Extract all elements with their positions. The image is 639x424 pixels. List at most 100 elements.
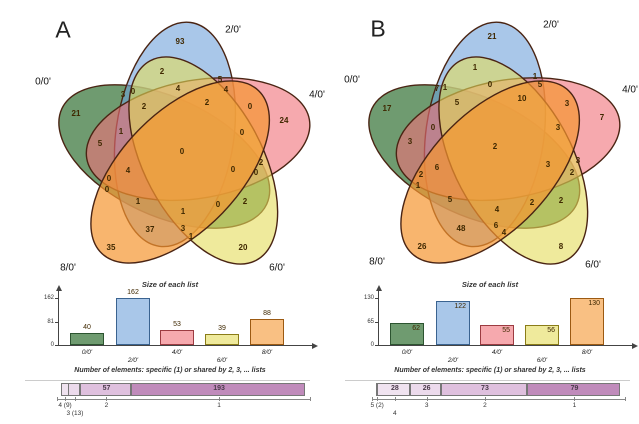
y-axis-tick — [55, 298, 58, 299]
venn-region-count: 2 — [418, 170, 424, 179]
x-axis-arrow — [312, 342, 318, 349]
bar-value-label: 122 — [454, 302, 466, 310]
y-axis-tick-label: 0 — [370, 342, 374, 348]
venn-set-label: 6/0' — [269, 262, 285, 274]
panel-letter: A — [55, 16, 71, 43]
size-chart: Size of each list 0 65 130 62 0/0' 122 2/0' 55 4/… — [340, 278, 639, 378]
venn-region-count: 1 — [118, 127, 124, 136]
venn-region-count: 0 — [430, 123, 436, 132]
venn-region-count: 1 — [188, 232, 194, 241]
x-tick-label: 2/0' — [127, 356, 139, 364]
venn-set-label: 0/0' — [344, 74, 360, 86]
overlap-segment-value: 73 — [481, 385, 489, 392]
venn-region-count: 0 — [253, 168, 259, 177]
venn-region-count: 6 — [493, 221, 499, 230]
overlap-segment — [526, 383, 620, 396]
venn-region-count: 1 — [532, 72, 538, 81]
venn-region-count: 0 — [487, 80, 493, 89]
venn-region-count: 1 — [442, 83, 448, 92]
overlap-segment-value: 57 — [102, 385, 111, 392]
venn-diagram: A 0/0' 2/0' 4/0' 6/0' 8/0' 93 2 5 4 3 0 4 2 2 0 21 24 1 0 5 0… — [25, 10, 325, 275]
overlap-axis-tick — [372, 397, 373, 401]
overlap-segment-value: 28 — [390, 385, 399, 392]
overlap-tick-label: 5 (2) — [370, 402, 384, 409]
overlap-segment — [131, 383, 305, 396]
overlap-tick-label: 1 — [572, 402, 577, 409]
venn-region-count: 3 — [180, 224, 186, 233]
venn-region-count: 0 — [215, 200, 221, 209]
size-bar — [525, 324, 559, 345]
overlap-segment — [68, 383, 80, 396]
size-bar — [205, 333, 239, 345]
venn-set-label: 6/0' — [585, 259, 601, 271]
overlap-chart-title: Number of elements: specific (1) or shar… — [74, 367, 266, 374]
venn-region-count: 2 — [204, 98, 210, 107]
bar-value-label: 40 — [83, 324, 91, 332]
venn-region-count: 5 — [447, 195, 453, 204]
venn-region-count: 3 — [545, 160, 551, 169]
y-axis-arrow — [375, 285, 382, 291]
overlap-tick-label: 1 — [217, 402, 221, 409]
y-axis-tick-label: 65 — [367, 318, 374, 325]
venn-region-count: 6 — [434, 163, 440, 172]
overlap-axis-tick — [625, 397, 626, 401]
size-bar — [390, 322, 424, 345]
venn-region-count: 26 — [417, 242, 427, 251]
venn-region-count: 0 — [230, 165, 236, 174]
bar-value-label: 88 — [263, 310, 271, 318]
size-bar — [116, 298, 150, 345]
venn-region-count: 3 — [120, 90, 126, 99]
y-axis-tick — [55, 321, 58, 323]
venn-region-count: 2 — [242, 197, 248, 206]
y-axis-tick-label: 81 — [47, 318, 54, 325]
venn-region-count: 8 — [558, 242, 564, 251]
overlap-axis-tick — [57, 397, 58, 401]
venn-region-count: 93 — [175, 37, 185, 46]
venn-region-count: 10 — [517, 94, 527, 103]
venn-region-count: 1 — [415, 181, 421, 190]
overlap-segment — [377, 383, 411, 396]
overlap-axis-tick — [310, 397, 311, 401]
overlap-chart-title: Number of elements: specific (1) or shar… — [394, 367, 586, 374]
venn-region-count: 2 — [258, 158, 264, 167]
venn-set-label: 4/0' — [309, 89, 325, 101]
venn-region-count: 35 — [106, 243, 116, 252]
panel-letter: B — [370, 15, 386, 42]
venn-set-label: 8/0' — [60, 262, 76, 274]
venn-region-count: 2 — [159, 67, 165, 76]
x-axis-arrow — [632, 342, 638, 349]
venn-set-label: 4/0' — [622, 84, 638, 96]
venn-region-count: 24 — [279, 116, 289, 125]
venn-region-count: 4 — [175, 84, 181, 93]
panel-a: A 0/0' 2/0' 4/0' 6/0' 8/0' 93 2 5 4 3 0 4 2 2 0 21 24 1 0 5 0… — [25, 17, 325, 417]
y-axis-tick-label: 130 — [363, 295, 374, 301]
venn-region-count: 37 — [145, 225, 155, 234]
x-tick-label: 8/0' — [261, 349, 273, 356]
x-tick-label: 8/0' — [581, 349, 593, 356]
y-axis — [378, 291, 379, 345]
venn-ellipse-set4 — [400, 80, 581, 264]
venn-region-count: 0 — [247, 102, 253, 111]
bar-value-label: 39 — [218, 324, 226, 332]
venn-region-count: 2 — [492, 142, 498, 151]
venn-set-label: 0/0' — [35, 76, 51, 88]
x-tick-label: 0/0' — [81, 349, 93, 356]
size-bar — [570, 298, 604, 345]
venn-region-count: 2 — [558, 196, 564, 205]
x-tick-label: 6/0' — [536, 356, 548, 364]
bar-value-label: 130 — [588, 300, 600, 307]
venn-region-count: 48 — [456, 224, 466, 233]
overlap-tick-label: 4 — [393, 410, 397, 417]
venn-region-count: 21 — [71, 109, 81, 118]
overlap-segment — [440, 383, 527, 396]
bar-value-label: 62 — [412, 324, 420, 332]
venn-region-count: 17 — [382, 104, 392, 113]
bar-value-label: 55 — [502, 327, 510, 335]
x-tick-label: 6/0' — [216, 356, 228, 364]
overlap-axis — [372, 399, 625, 400]
overlap-tick-label: 4 (9) — [58, 402, 72, 409]
overlap-segment-value: 79 — [570, 385, 579, 392]
size-bar — [70, 333, 104, 345]
venn-region-count: 7 — [434, 84, 440, 93]
overlap-segment-value: 193 — [213, 385, 225, 392]
